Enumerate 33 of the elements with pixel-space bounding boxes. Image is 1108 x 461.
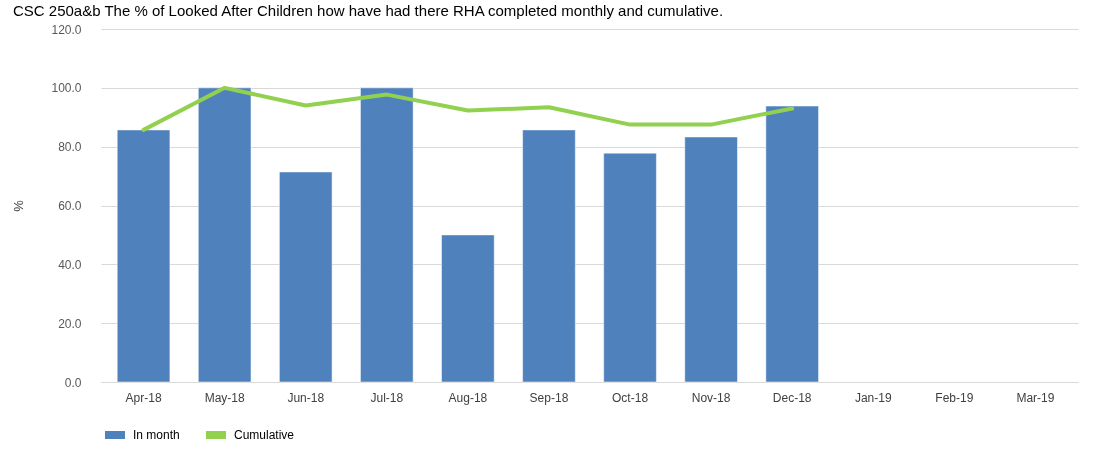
bar — [360, 87, 414, 383]
x-tick-label: May-18 — [204, 390, 245, 405]
x-tick-label: Aug-18 — [448, 390, 488, 405]
y-tick-label: 80.0 — [58, 140, 82, 155]
legend-label: Cumulative — [234, 428, 295, 442]
y-tick-label: 60.0 — [58, 199, 82, 213]
x-tick-label: Feb-19 — [935, 390, 974, 405]
x-tick-label: Dec-18 — [772, 390, 812, 405]
bar — [279, 171, 333, 383]
chart-title: CSC 250a&b The % of Looked After Children how have had there RHA completed monthly and cumulative. — [12, 2, 724, 19]
x-tick-label: Jan-19 — [854, 390, 892, 405]
y-tick-label: 100.0 — [51, 81, 82, 96]
bar — [198, 87, 252, 383]
bar — [684, 136, 738, 383]
y-tick-label: 120.0 — [51, 22, 82, 37]
x-tick-label: Oct-18 — [612, 390, 649, 405]
y-tick-label: 0.0 — [64, 375, 82, 390]
legend-label: In month — [133, 428, 180, 442]
x-tick-label: Mar-19 — [1016, 390, 1055, 405]
y-tick-label: 20.0 — [58, 316, 82, 331]
x-tick-label: Jun-18 — [287, 390, 325, 405]
x-tick-label: Jul-18 — [370, 390, 404, 405]
line-series — [141, 85, 795, 132]
x-tick-label: Sep-18 — [529, 390, 569, 405]
x-tick-label: Nov-18 — [691, 390, 731, 405]
y-axis-title: % — [11, 199, 27, 212]
bar — [522, 129, 576, 383]
bar — [603, 152, 657, 383]
x-tick-label: Apr-18 — [125, 390, 162, 405]
y-tick-label: 40.0 — [58, 257, 82, 272]
bar — [765, 105, 819, 383]
bar — [116, 129, 171, 383]
bar — [441, 234, 495, 383]
